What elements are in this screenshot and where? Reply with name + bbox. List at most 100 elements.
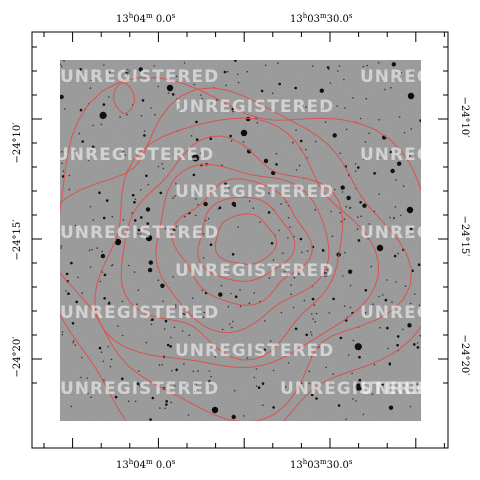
star <box>100 123 103 126</box>
star <box>336 105 338 107</box>
star <box>256 121 259 124</box>
star <box>330 210 332 213</box>
star <box>127 233 130 236</box>
star <box>351 372 353 375</box>
star <box>68 188 71 191</box>
star <box>338 65 341 67</box>
star <box>331 235 334 238</box>
star <box>174 304 177 306</box>
star <box>119 116 121 118</box>
watermark-text: UNREGISTERED <box>280 379 439 399</box>
star <box>400 214 402 217</box>
star <box>308 382 311 385</box>
star <box>223 70 227 74</box>
star <box>342 275 344 277</box>
star <box>79 108 83 112</box>
contour-line <box>214 213 278 265</box>
ra-label-top-right: 13h03m30.0s <box>290 12 353 25</box>
star <box>334 188 336 191</box>
star <box>158 364 161 366</box>
star <box>236 73 239 76</box>
star <box>140 114 143 117</box>
star <box>98 346 102 350</box>
star <box>292 141 294 144</box>
star <box>188 334 191 337</box>
star <box>310 331 312 333</box>
star <box>65 272 69 276</box>
star <box>99 72 101 74</box>
star <box>229 323 231 325</box>
star <box>356 228 359 230</box>
star <box>81 292 83 294</box>
star <box>293 187 296 189</box>
star <box>388 405 394 410</box>
star <box>164 407 166 410</box>
star <box>121 334 124 337</box>
star <box>145 341 148 344</box>
star <box>157 165 160 168</box>
star <box>99 280 102 283</box>
star <box>255 385 258 387</box>
contour-lines <box>60 76 421 421</box>
star <box>268 277 271 279</box>
star <box>294 327 298 331</box>
star <box>166 343 170 347</box>
star <box>133 201 136 204</box>
star <box>61 333 64 336</box>
star <box>131 212 133 214</box>
star <box>352 398 354 400</box>
star <box>398 116 401 118</box>
star <box>242 415 245 417</box>
star <box>173 326 176 329</box>
star <box>289 226 291 228</box>
star <box>102 103 106 106</box>
star <box>239 305 242 308</box>
star <box>419 334 421 337</box>
star <box>161 364 164 366</box>
star <box>209 243 213 246</box>
star <box>202 316 205 319</box>
star <box>68 174 71 177</box>
star <box>136 303 138 306</box>
star <box>357 166 360 169</box>
bright-star <box>211 406 219 414</box>
star <box>109 365 112 368</box>
star <box>303 299 306 302</box>
star <box>78 132 80 135</box>
star <box>344 107 346 109</box>
star <box>381 383 384 386</box>
watermark-text: UNREGISTERED <box>175 182 334 202</box>
star <box>195 120 198 124</box>
star <box>228 187 230 189</box>
star <box>227 272 230 275</box>
star <box>197 370 199 372</box>
star <box>70 261 73 265</box>
star <box>218 292 223 297</box>
star <box>157 85 159 88</box>
star <box>278 82 282 86</box>
watermark-text: UNREGISTERED <box>360 379 480 399</box>
star <box>133 219 137 222</box>
star <box>417 263 421 267</box>
star <box>332 297 335 301</box>
star <box>96 247 99 249</box>
watermark-text: UNREGISTERED <box>60 223 219 243</box>
star <box>305 148 307 151</box>
star <box>234 60 237 62</box>
star <box>178 101 180 104</box>
star <box>169 345 172 348</box>
star <box>326 268 329 271</box>
star <box>390 168 395 174</box>
star <box>246 70 249 73</box>
star <box>314 140 317 143</box>
star <box>379 326 381 329</box>
star <box>80 376 82 379</box>
star <box>125 69 130 74</box>
star <box>366 64 369 67</box>
star <box>400 72 403 74</box>
star <box>137 233 139 235</box>
star <box>321 108 324 110</box>
star <box>344 251 346 254</box>
star <box>92 219 95 221</box>
star <box>216 99 218 101</box>
